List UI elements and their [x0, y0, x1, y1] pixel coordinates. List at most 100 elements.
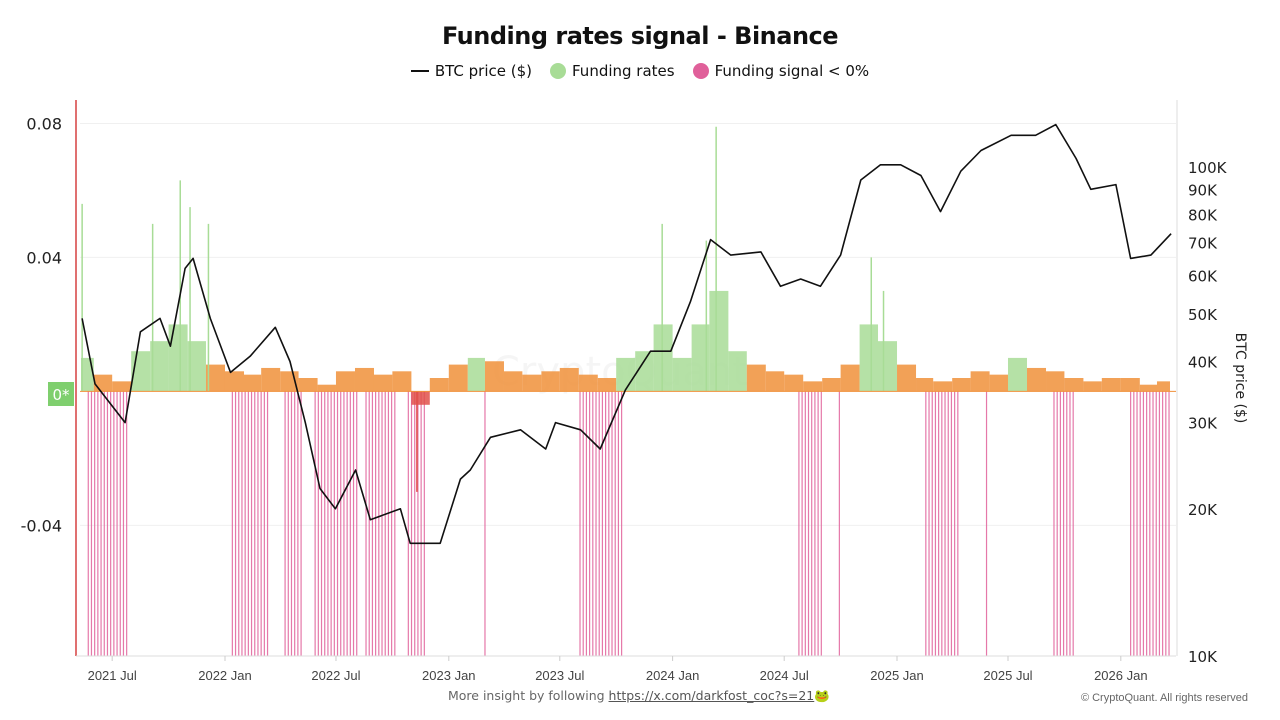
funding-bar — [317, 384, 336, 392]
x-tick-label: 2025 Jan — [870, 668, 924, 683]
funding-bar — [298, 378, 318, 392]
funding-bar — [150, 341, 169, 392]
legend-label: Funding signal < 0% — [714, 62, 870, 80]
funding-bar — [467, 357, 485, 392]
legend-item-funding-rates[interactable]: Funding rates — [550, 62, 675, 80]
funding-bar — [616, 357, 636, 392]
footer: More insight by following https://x.com/… — [448, 688, 830, 704]
funding-bar — [429, 378, 449, 392]
funding-bar — [989, 374, 1008, 392]
funding-bar — [765, 371, 785, 392]
funding-bar — [1139, 384, 1157, 392]
funding-bar — [597, 378, 617, 392]
funding-bar — [635, 351, 654, 392]
funding-bar — [1120, 378, 1140, 392]
right-tick-label: 20K — [1188, 501, 1218, 519]
funding-bar — [1156, 381, 1170, 392]
legend-label: Funding rates — [572, 62, 675, 80]
x-tick-label: 2025 Jul — [983, 668, 1032, 683]
funding-bar — [784, 374, 804, 392]
funding-bar — [952, 378, 971, 392]
right-tick-label: 80K — [1188, 206, 1218, 224]
funding-bar — [373, 374, 393, 392]
x-tick-label: 2022 Jul — [311, 668, 360, 683]
funding-bar — [93, 374, 113, 392]
funding-bar — [822, 378, 841, 392]
funding-bar — [224, 371, 245, 392]
frog-emoji: 🐸 — [814, 688, 830, 703]
funding-bar — [653, 324, 673, 392]
funding-bar — [559, 367, 579, 392]
zero-badge-label: 0* — [52, 386, 70, 404]
funding-bar — [354, 367, 374, 392]
legend-label: BTC price ($) — [434, 62, 532, 80]
y-tick-label: -0.04 — [21, 516, 62, 535]
funding-bar — [578, 374, 598, 392]
right-tick-label: 90K — [1188, 181, 1218, 199]
funding-bar — [411, 391, 430, 405]
funding-bar — [970, 371, 990, 392]
funding-bar — [933, 381, 953, 392]
x-tick-label: 2023 Jan — [422, 668, 476, 683]
right-tick-label: 30K — [1188, 415, 1218, 433]
footer-link[interactable]: https://x.com/darkfost_coc?s=21 — [608, 688, 815, 703]
funding-bar — [916, 378, 934, 392]
funding-bar — [187, 341, 206, 392]
funding-bar — [746, 364, 766, 392]
btc-price-line — [81, 123, 1172, 545]
funding-bar — [691, 324, 710, 392]
right-axis-label: BTC price ($) — [1232, 333, 1248, 424]
funding-bar — [335, 371, 355, 392]
right-tick-label: 50K — [1188, 306, 1218, 324]
zero-badge — [48, 382, 74, 406]
funding-bar — [878, 341, 898, 392]
funding-bar — [1046, 371, 1065, 392]
funding-bar — [709, 290, 729, 392]
x-tick-label: 2026 Jan — [1094, 668, 1148, 683]
funding-bar — [522, 374, 542, 392]
legend: BTC price ($) Funding rates Funding sign… — [0, 62, 1280, 80]
funding-bar — [672, 357, 692, 392]
footer-text: More insight by following — [448, 688, 609, 703]
dot-swatch — [692, 63, 709, 79]
funding-bar — [244, 374, 262, 392]
legend-item-funding-signal[interactable]: Funding signal < 0% — [692, 62, 870, 80]
funding-bar — [1064, 378, 1084, 392]
y-tick-label: 0.04 — [26, 248, 62, 267]
chart-title: Funding rates signal - Binance — [441, 22, 839, 50]
funding-bar — [1101, 378, 1121, 392]
funding-bar — [280, 371, 299, 392]
dot-swatch — [550, 63, 566, 79]
funding-bar — [484, 361, 504, 392]
line-swatch — [410, 70, 429, 72]
funding-bar — [168, 324, 188, 392]
x-tick-label: 2023 Jul — [535, 668, 584, 683]
funding-bar — [1027, 367, 1047, 392]
right-tick-label: 70K — [1188, 235, 1218, 253]
funding-bar — [261, 367, 281, 392]
right-tick-label: 60K — [1188, 267, 1218, 285]
funding-bar — [803, 381, 823, 392]
right-tick-label: 10K — [1188, 648, 1218, 666]
funding-bar — [897, 364, 917, 392]
funding-bar — [1083, 381, 1102, 392]
funding-bar — [112, 381, 132, 392]
funding-bar — [840, 364, 860, 392]
funding-bar — [392, 371, 412, 392]
legend-item-btc-price[interactable]: BTC price ($) — [410, 62, 532, 80]
copyright: © CryptoQuant. All rights reserved — [1080, 692, 1248, 704]
x-tick-label: 2022 Jan — [198, 668, 252, 683]
funding-bar — [81, 357, 94, 392]
right-tick-label: 40K — [1188, 354, 1218, 372]
x-tick-label: 2021 Jul — [88, 668, 137, 683]
x-tick-label: 2024 Jul — [760, 668, 809, 683]
x-tick-label: 2024 Jan — [646, 668, 700, 683]
funding-bar — [448, 364, 468, 392]
funding-bar — [503, 371, 523, 392]
funding-bar — [859, 324, 879, 392]
funding-bar — [541, 371, 560, 392]
right-tick-label: 100K — [1188, 159, 1228, 177]
funding-bar — [1007, 357, 1028, 392]
y-tick-label: 0.08 — [26, 114, 62, 133]
